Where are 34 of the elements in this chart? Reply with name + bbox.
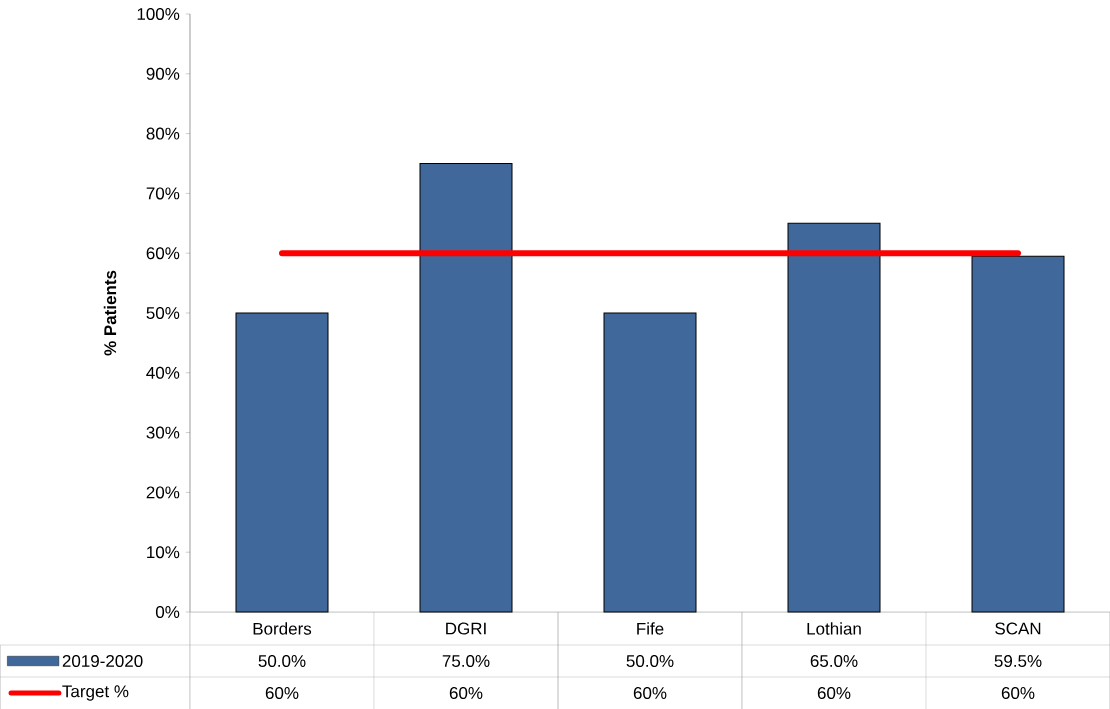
y-tick-label: 20%	[146, 486, 180, 499]
y-axis-title: % Patients	[103, 270, 117, 356]
y-tick-label: 70%	[146, 187, 180, 200]
data-label: 60%	[449, 686, 483, 700]
bar	[235, 312, 329, 613]
y-tick-label: 0%	[155, 605, 180, 619]
data-label: 65.0%	[810, 654, 858, 668]
data-label: 50.0%	[626, 654, 674, 668]
x-tick-label: Lothian	[807, 622, 861, 635]
x-tick-label: Fife	[637, 622, 664, 635]
y-tick-label: 30%	[146, 426, 180, 439]
data-label: 60%	[817, 686, 851, 700]
data-label: 60%	[265, 686, 299, 700]
x-tick-label: Borders	[253, 622, 312, 635]
data-label: 60%	[633, 686, 667, 700]
x-tick-label: SCAN	[995, 622, 1041, 635]
legend-label: Target %	[62, 685, 129, 701]
data-label: 75.0%	[442, 654, 490, 668]
legend-label: 2019-2020	[62, 654, 143, 668]
data-label: 60%	[1001, 686, 1035, 700]
y-tick-label: 100%	[137, 7, 180, 21]
bar	[419, 162, 513, 613]
y-tick-label: 80%	[146, 127, 180, 140]
y-tick-label: 40%	[146, 366, 180, 379]
y-tick-label: 10%	[147, 546, 180, 559]
y-tick-label: 50%	[146, 306, 180, 320]
bar	[971, 255, 1065, 613]
data-label: 50.0%	[258, 654, 306, 668]
x-tick-label: DGRI	[446, 622, 486, 635]
bar	[603, 312, 697, 613]
data-label: 59.5%	[994, 654, 1042, 668]
y-tick-label: 60%	[146, 247, 180, 260]
bar	[787, 222, 881, 613]
y-tick-label: 90%	[146, 67, 180, 80]
